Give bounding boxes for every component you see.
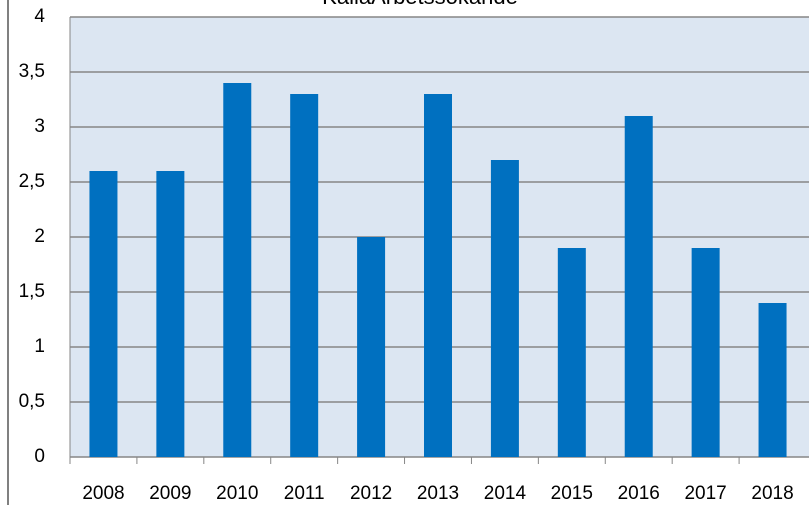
bar — [758, 303, 787, 457]
x-tick-label: 2014 — [484, 483, 527, 504]
bar — [89, 171, 118, 457]
bar — [490, 160, 519, 457]
x-tick-label: 2011 — [284, 483, 325, 504]
x-tick-label: 2017 — [684, 483, 726, 504]
y-tick-label: 2 — [34, 226, 45, 247]
y-tick-label: 4 — [34, 6, 45, 27]
x-tick-label: 2018 — [751, 483, 793, 504]
y-tick-label: 3 — [34, 116, 45, 137]
bar — [624, 116, 653, 457]
chart-title: KallaArbetssökande — [322, 0, 518, 9]
y-tick-label: 1,5 — [19, 281, 45, 302]
x-tick-label: 2013 — [417, 483, 459, 504]
bar — [290, 94, 319, 457]
x-tick-label: 2010 — [216, 483, 258, 504]
x-tick-label: 2012 — [350, 483, 392, 504]
y-tick-label: 0 — [34, 446, 45, 467]
y-tick-label: 1 — [34, 336, 45, 357]
bar — [424, 94, 452, 457]
x-tick-label: 2015 — [551, 483, 593, 504]
x-tick-label: 2009 — [149, 483, 191, 504]
bar — [156, 171, 185, 457]
bar — [557, 248, 586, 457]
x-tick-label: 2016 — [618, 483, 660, 504]
bar — [691, 248, 720, 457]
y-tick-label: 0,5 — [19, 391, 45, 412]
bar — [223, 83, 252, 457]
y-tick-label: 3,5 — [19, 61, 45, 82]
y-tick-label: 2,5 — [19, 171, 45, 192]
bar — [357, 237, 386, 457]
x-tick-label: 2008 — [82, 483, 124, 504]
